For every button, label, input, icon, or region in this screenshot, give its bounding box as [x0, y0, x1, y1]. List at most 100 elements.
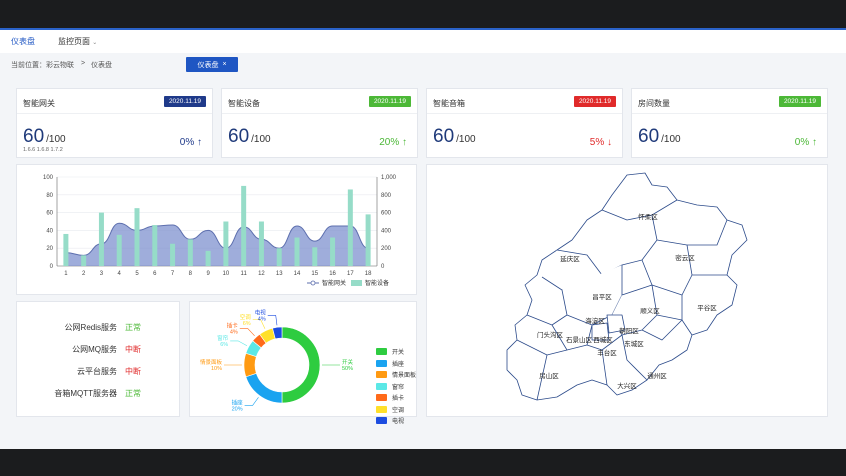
donut-slice-2: [243, 352, 257, 378]
service-status: 正常: [125, 323, 141, 332]
callout-label: 电视: [255, 308, 267, 316]
legend-label: 窗帘: [392, 384, 405, 391]
date-badge: 2020.11.19: [778, 96, 821, 107]
legend-label-gateway: 智能网关: [322, 279, 346, 287]
y-right-tick-label: 0: [381, 264, 385, 270]
breadcrumb-company[interactable]: 彩云物联: [46, 62, 74, 69]
map-label-pinggu: 平谷区: [697, 303, 717, 312]
top-navigation: 仪表盘 监控页面 ⌄: [0, 28, 846, 53]
map-district-boundary: [516, 339, 568, 401]
x-tick-label: 8: [189, 271, 193, 277]
x-tick-label: 9: [206, 271, 210, 277]
callout-percent: 20%: [232, 406, 243, 412]
callout-label: 窗帘: [217, 334, 229, 342]
x-tick-label: 11: [241, 271, 248, 277]
close-icon[interactable]: ×: [222, 61, 227, 68]
bar-device-18: [365, 214, 371, 266]
stat-value: 60/100: [23, 126, 66, 148]
breadcrumb-separator: >: [81, 60, 86, 67]
callout-line: [244, 397, 259, 406]
nav-monitor[interactable]: 监控页面 ⌄: [58, 36, 97, 47]
callout-label: 插座: [232, 398, 244, 406]
stat-change: 5% ↓: [590, 137, 612, 148]
bar-device-14: [294, 237, 300, 266]
legend-line-marker: [310, 280, 316, 286]
callout-label: 情景面板: [200, 358, 223, 366]
donut-slice-0: [281, 326, 321, 404]
stat-title: 智能网关: [23, 99, 55, 108]
donut-slice-1: [245, 372, 283, 404]
callout-percent: 4%: [230, 330, 238, 336]
map-label-huairou: 怀柔区: [638, 212, 658, 221]
beijing-district-map: 怀柔区 延庆区 密云区 昌平区 平谷区 顺义区 门头沟区 海淀区 朝阳区 石景山…: [506, 172, 748, 401]
legend-swatch: [376, 405, 387, 413]
y-left-tick-label: 60: [46, 211, 53, 217]
map-label-mentougou: 门头沟区: [537, 330, 564, 339]
service-name: 公网Redis服务: [64, 323, 117, 332]
bar-device-11: [241, 185, 247, 266]
legend-item[interactable]: 插座: [376, 359, 404, 368]
bar-device-1: [63, 233, 69, 266]
legend-swatch: [376, 359, 387, 367]
stat-max: /100: [251, 134, 271, 145]
arrow-down-icon: ↓: [607, 137, 612, 148]
legend-item[interactable]: 空调: [376, 405, 404, 414]
legend-item[interactable]: 开关: [376, 347, 404, 356]
legend-label: 插座: [392, 361, 405, 368]
x-tick-label: 7: [171, 271, 175, 277]
legend-item[interactable]: 窗帘: [376, 382, 404, 391]
bar-device-13: [276, 248, 282, 266]
legend-label: 情景面板: [392, 373, 417, 379]
stat-title: 房间数量: [638, 99, 670, 108]
nav-monitor-label: 监控页面: [58, 37, 90, 46]
stat-title: 智能音箱: [433, 99, 465, 108]
stat-value-number: 60: [23, 126, 45, 147]
map-label-fengtai: 丰台区: [597, 348, 617, 357]
stat-max: /100: [456, 134, 476, 145]
bar-device-6: [152, 225, 158, 266]
service-status: 中断: [125, 345, 141, 354]
map-label-shunyi: 顺义区: [640, 307, 660, 315]
legend-item[interactable]: 电视: [376, 416, 404, 425]
stat-card-devices: 智能设备 2020.11.19 60/100 20% ↑: [221, 88, 418, 158]
callout-label: 空调: [240, 313, 252, 321]
x-tick-label: 14: [294, 271, 301, 277]
callout-percent: 10%: [211, 366, 222, 372]
bar-device-7: [170, 243, 176, 266]
callout-label: 开关: [342, 358, 354, 366]
bar-device-10: [223, 221, 229, 266]
map-label-yanqing: 延庆区: [560, 254, 580, 263]
stat-value: 60/100: [638, 126, 681, 148]
map-district-boundary: [586, 334, 648, 386]
legend-item[interactable]: 情景面板: [376, 370, 416, 379]
legend-item[interactable]: 插卡: [376, 393, 404, 402]
arrow-up-icon: ↑: [812, 137, 817, 148]
callout-line: [239, 328, 255, 337]
bar-device-15: [312, 247, 318, 266]
nav-dashboard[interactable]: 仪表盘: [11, 37, 35, 46]
y-left-tick-label: 20: [46, 246, 53, 252]
callout-percent: 50%: [342, 366, 353, 372]
stat-change-value: 0%: [179, 137, 195, 148]
x-tick-label: 3: [100, 271, 104, 277]
map-district-boundary: [591, 322, 610, 341]
map-label-xicheng: 西城区: [593, 336, 613, 344]
service-name: 公网MQ服务: [72, 345, 117, 354]
service-status: 中断: [125, 367, 141, 376]
date-badge: 2020.11.19: [163, 96, 206, 107]
breadcrumb-page: 仪表盘: [91, 62, 112, 69]
map-district-boundary: [526, 314, 593, 351]
bar-device-16: [330, 237, 336, 266]
breadcrumb: 当前位置： 彩云物联 > 仪表盘 仪表盘 ×: [0, 53, 846, 75]
stat-card-gateway: 智能网关 2020.11.19 60/100 1.6.6 1.6.8 1.7.2…: [16, 88, 213, 158]
stat-change: 20% ↑: [379, 137, 407, 148]
tab-dashboard[interactable]: 仪表盘 ×: [186, 57, 238, 72]
legend-label: 电视: [392, 419, 405, 425]
tab-dashboard-label: 仪表盘: [197, 61, 219, 69]
callout-line: [230, 340, 248, 346]
bar-device-3: [98, 212, 104, 266]
arrow-up-icon: ↑: [197, 137, 202, 148]
date-badge: 2020.11.19: [368, 96, 411, 107]
legend-label: 插卡: [392, 396, 405, 402]
